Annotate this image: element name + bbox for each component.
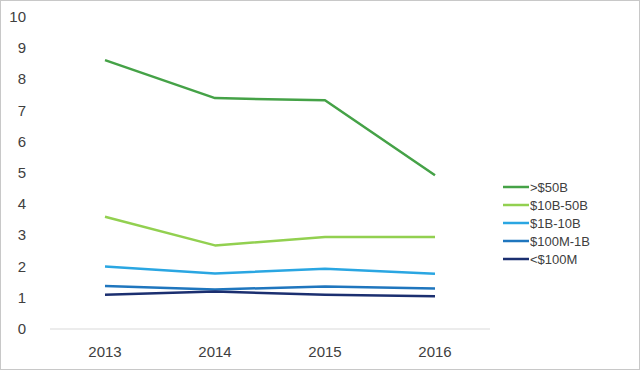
legend-swatch [503, 204, 529, 207]
y-tick-label: 8 [18, 70, 26, 87]
chart-frame [1, 1, 640, 370]
legend-swatch [503, 186, 529, 189]
x-tick-label: 2013 [88, 343, 121, 360]
y-tick-label: 1 [18, 289, 26, 306]
y-tick-label: 10 [9, 8, 26, 25]
y-tick-label: 6 [18, 133, 26, 150]
y-tick-label: 0 [18, 320, 26, 337]
legend-swatch [503, 240, 529, 243]
y-tick-label: 9 [18, 39, 26, 56]
y-tick-label: 5 [18, 164, 26, 181]
x-tick-label: 2016 [418, 343, 451, 360]
y-tick-label: 2 [18, 258, 26, 275]
y-tick-label: 4 [18, 195, 26, 212]
series-line [105, 267, 435, 274]
series-line [105, 292, 435, 297]
x-tick-label: 2014 [198, 343, 231, 360]
chart-root: 0 1 2 3 4 5 6 7 8 9 10 2013 2014 2015 2016 >$50B $10B-50… [0, 0, 640, 370]
series-line [105, 60, 435, 175]
series-line [105, 217, 435, 246]
y-tick-label: 3 [18, 226, 26, 243]
legend-swatch [503, 258, 529, 261]
x-axis-line [50, 329, 490, 330]
series-line [105, 286, 435, 289]
legend-label: >$50B [530, 180, 568, 195]
x-tick-label: 2015 [308, 343, 341, 360]
legend-label: $10B-50B [530, 198, 588, 213]
legend-label: $1B-10B [530, 216, 581, 231]
legend-label: $100M-1B [530, 234, 590, 249]
y-tick-label: 7 [18, 102, 26, 119]
legend-swatch [503, 222, 529, 225]
legend-label: <$100M [530, 252, 577, 267]
series-group [105, 60, 435, 296]
chart-svg: 0 1 2 3 4 5 6 7 8 9 10 2013 2014 2015 2016 >$50B $10B-50… [0, 0, 640, 370]
